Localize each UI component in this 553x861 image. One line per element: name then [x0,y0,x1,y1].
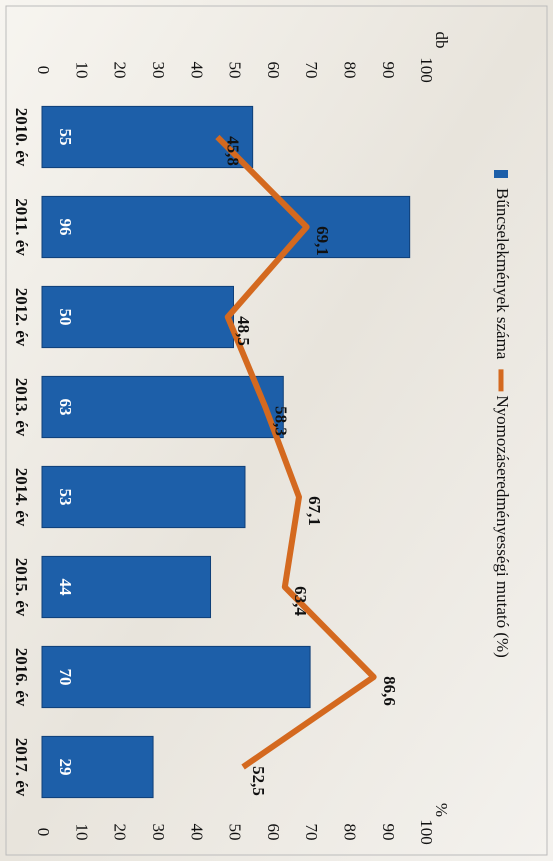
y-tick-label: 0 [34,66,53,75]
legend-swatch [494,170,508,178]
y2-tick-label: 20 [111,824,130,841]
y2-tick-label: 0 [34,828,53,837]
bar-value-label: 50 [56,309,75,326]
y2-tick-label: 60 [264,824,283,841]
bar-value-label: 63 [56,399,75,416]
bar-value-label: 53 [56,489,75,506]
y-tick-label: 90 [379,62,398,79]
y2-tick-label: 50 [226,824,245,841]
bar-value-label: 96 [56,219,75,236]
bar [41,735,154,799]
bar [41,285,234,349]
frame [5,5,548,856]
bar [41,555,212,619]
y2-tick-label: 100 [417,819,436,845]
line-value-label: 58,3 [271,406,290,436]
bar [41,465,246,529]
bar-value-label: 29 [56,759,75,776]
line-value-label: 45,8 [224,136,243,166]
y-tick-label: 100 [417,57,436,83]
y-tick-label: 40 [187,62,206,79]
y-tick-label: 10 [72,62,91,79]
legend-label: Bűncselekmények száma [493,188,512,360]
y2-axis-title: % [432,803,451,817]
y2-tick-label: 30 [149,824,168,841]
x-tick-label: 2017. év [12,738,31,797]
line-value-label: 67,1 [305,496,324,526]
bar [41,375,284,439]
line-value-label: 69,1 [313,226,332,256]
bar [41,195,411,259]
x-tick-label: 2014. év [12,468,31,527]
y-tick-label: 50 [226,62,245,79]
x-tick-label: 2013. év [12,378,31,437]
line-value-label: 48,5 [234,316,253,346]
bar-value-label: 44 [56,579,75,597]
x-tick-label: 2012. év [12,288,31,347]
chart: db % 0 10 20 30 40 50 60 70 80 90 100 0 10 20 30 40 50 60… [12,32,512,845]
x-tick-label: 2016. év [12,648,31,707]
bar-value-label: 70 [56,669,75,686]
x-tick-label: 2011. év [12,198,31,256]
x-tick-label: 2015. év [12,558,31,617]
line-value-label: 86,6 [380,676,399,706]
y2-tick-label: 70 [302,824,321,841]
legend-label: Nyomozáseredményességi mutató (%) [493,395,512,657]
y-tick-label: 60 [264,62,283,79]
y2-tick-label: 40 [187,824,206,841]
line [215,134,377,770]
y-tick-label: 30 [149,62,168,79]
y-tick-label: 20 [111,62,130,79]
x-tick-label: 2010. év [12,108,31,167]
y-tick-label: 80 [340,62,359,79]
y2-tick-label: 10 [72,824,91,841]
y2-tick-label: 90 [379,824,398,841]
y-tick-label: 70 [302,62,321,79]
line-value-label: 52,5 [249,766,268,796]
bar-value-label: 55 [56,129,75,146]
bar [41,105,254,169]
line-value-label: 63,4 [291,586,310,616]
bar [41,645,311,709]
y2-tick-label: 80 [340,824,359,841]
y-axis-title: db [432,32,451,49]
